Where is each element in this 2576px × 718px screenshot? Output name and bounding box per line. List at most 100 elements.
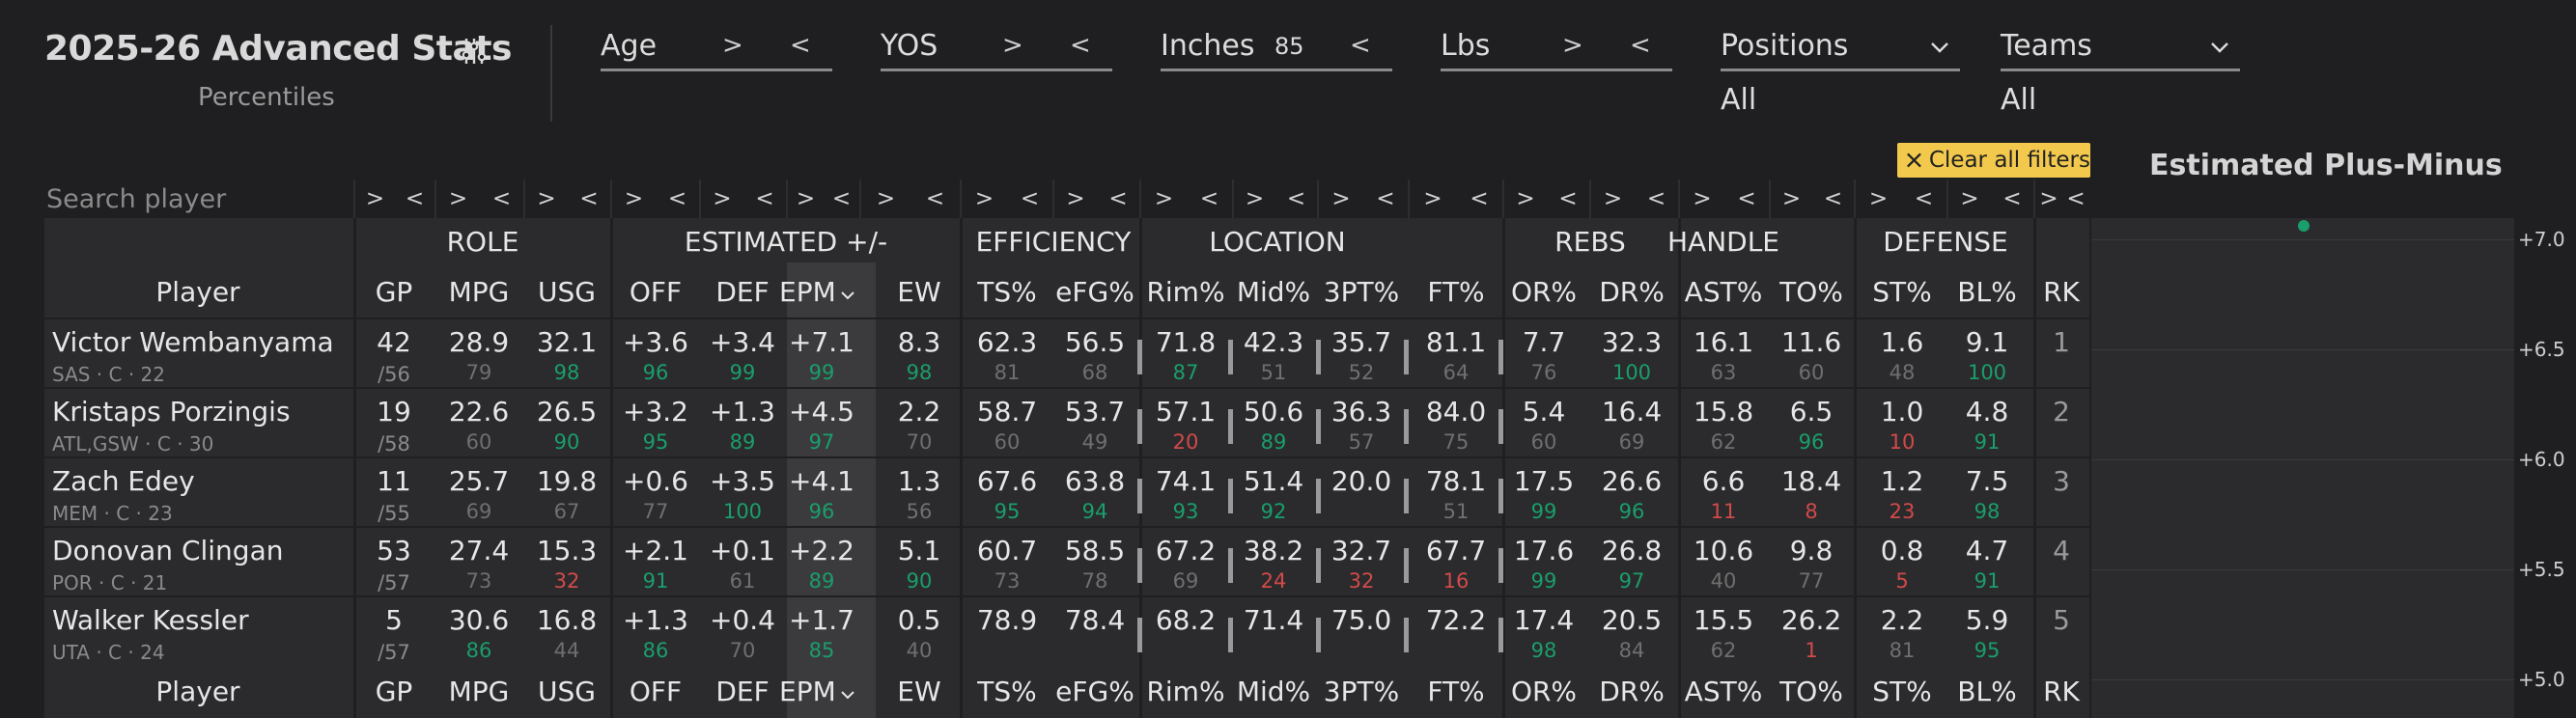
sort-greater-button[interactable]: > bbox=[713, 186, 732, 211]
column-header-to-pct[interactable]: TO% bbox=[1779, 276, 1843, 308]
sort-toggle-gp[interactable]: > < bbox=[353, 180, 434, 218]
filter-yos[interactable]: YOS > < bbox=[881, 27, 1112, 71]
sort-greater-button[interactable]: > bbox=[1245, 186, 1265, 211]
filter-greater-button[interactable]: > bbox=[1002, 31, 1023, 60]
column-header-ew[interactable]: EW bbox=[897, 276, 941, 308]
sort-greater-button[interactable]: > bbox=[1960, 186, 1979, 211]
player-name[interactable]: Donovan Clingan bbox=[52, 535, 284, 566]
sort-toggle-3pt-pct[interactable]: > < bbox=[1317, 180, 1408, 218]
column-header-dr-pct[interactable]: DR% bbox=[1599, 276, 1665, 308]
column-header-footer-bl-pct[interactable]: BL% bbox=[1957, 676, 2017, 707]
sort-greater-button[interactable]: > bbox=[1066, 186, 1085, 211]
sort-toggle-dr-pct[interactable]: > < bbox=[1589, 180, 1678, 218]
sort-toggle-to-pct[interactable]: > < bbox=[1769, 180, 1854, 218]
sort-greater-button[interactable]: > bbox=[974, 186, 994, 211]
teams-dropdown[interactable]: Teams bbox=[2001, 27, 2240, 71]
sort-toggle-epm[interactable]: > < bbox=[786, 180, 859, 218]
tune-icon[interactable] bbox=[462, 37, 487, 66]
sort-greater-button[interactable]: > bbox=[1693, 186, 1712, 211]
sort-toggle-rim-pct[interactable]: > < bbox=[1139, 180, 1232, 218]
column-header-footer-player[interactable]: Player bbox=[155, 676, 240, 707]
sort-less-button[interactable]: < bbox=[2002, 186, 2022, 211]
column-header-gp[interactable]: GP bbox=[375, 276, 413, 308]
filter-less-button[interactable]: < bbox=[790, 31, 811, 60]
sort-less-button[interactable]: < bbox=[1646, 186, 1666, 211]
player-name[interactable]: Kristaps Porzingis bbox=[52, 396, 291, 428]
filter-age[interactable]: Age > < bbox=[601, 27, 832, 71]
filter-less-button[interactable]: < bbox=[1350, 31, 1371, 60]
column-header-ts-pct[interactable]: TS% bbox=[977, 276, 1037, 308]
sort-greater-button[interactable]: > bbox=[1781, 186, 1802, 211]
column-header-footer-to-pct[interactable]: TO% bbox=[1779, 676, 1843, 707]
sort-toggle-def[interactable]: > < bbox=[699, 180, 786, 218]
sort-greater-button[interactable]: > bbox=[624, 186, 644, 211]
sort-less-button[interactable]: < bbox=[2066, 186, 2086, 211]
sort-greater-button[interactable]: > bbox=[1516, 186, 1535, 211]
sort-toggle-ast-pct[interactable]: > < bbox=[1678, 180, 1769, 218]
sort-toggle-mid-pct[interactable]: > < bbox=[1232, 180, 1317, 218]
sort-greater-button[interactable]: > bbox=[796, 186, 816, 211]
sort-less-button[interactable]: < bbox=[667, 186, 687, 211]
column-header-footer-ts-pct[interactable]: TS% bbox=[977, 676, 1037, 707]
column-header-or-pct[interactable]: OR% bbox=[1510, 276, 1578, 308]
filter-less-button[interactable]: < bbox=[1070, 31, 1091, 60]
column-header-footer-efg-pct[interactable]: eFG% bbox=[1055, 676, 1134, 707]
column-header-st-pct[interactable]: ST% bbox=[1872, 276, 1932, 308]
filter-inches[interactable]: Inches 85 < bbox=[1161, 27, 1392, 71]
sort-greater-button[interactable]: > bbox=[1331, 186, 1351, 211]
sort-less-button[interactable]: < bbox=[1470, 186, 1489, 211]
column-header-footer-ast-pct[interactable]: AST% bbox=[1684, 676, 1763, 707]
column-header-player[interactable]: Player bbox=[155, 276, 240, 308]
column-header-footer-3pt-pct[interactable]: 3PT% bbox=[1323, 676, 1400, 707]
sort-greater-button[interactable]: > bbox=[2039, 186, 2058, 211]
sort-toggle-or-pct[interactable]: > < bbox=[1502, 180, 1589, 218]
filter-greater-button[interactable]: > bbox=[1562, 31, 1583, 60]
column-header-footer-def[interactable]: DEF bbox=[715, 676, 770, 707]
sort-less-button[interactable]: < bbox=[1823, 186, 1843, 211]
sort-toggle-ts-pct[interactable]: > < bbox=[960, 180, 1052, 218]
sort-toggle-ft-pct[interactable]: > < bbox=[1408, 180, 1502, 218]
column-header-footer-mid-pct[interactable]: Mid% bbox=[1236, 676, 1311, 707]
filter-lbs[interactable]: Lbs > < bbox=[1441, 27, 1672, 71]
sort-toggle-usg[interactable]: > < bbox=[523, 180, 610, 218]
sort-less-button[interactable]: < bbox=[1376, 186, 1395, 211]
sort-greater-button[interactable]: > bbox=[1423, 186, 1442, 211]
sort-toggle-st-pct[interactable]: > < bbox=[1854, 180, 1946, 218]
sort-greater-button[interactable]: > bbox=[365, 186, 385, 211]
player-name[interactable]: Zach Edey bbox=[52, 465, 195, 497]
column-header-off[interactable]: OFF bbox=[629, 276, 683, 308]
sort-greater-button[interactable]: > bbox=[1868, 186, 1889, 211]
column-header-def[interactable]: DEF bbox=[715, 276, 770, 308]
column-header-footer-st-pct[interactable]: ST% bbox=[1872, 676, 1932, 707]
player-name[interactable]: Victor Wembanyama bbox=[52, 326, 334, 358]
column-header-footer-usg[interactable]: USG bbox=[538, 676, 596, 707]
player-name[interactable]: Walker Kessler bbox=[52, 604, 249, 636]
search-input[interactable] bbox=[44, 180, 350, 218]
filter-value[interactable]: 85 bbox=[1274, 33, 1304, 60]
sort-less-button[interactable]: < bbox=[831, 186, 852, 211]
column-header-footer-mpg[interactable]: MPG bbox=[448, 676, 510, 707]
sort-less-button[interactable]: < bbox=[1020, 186, 1040, 211]
sort-less-button[interactable]: < bbox=[579, 186, 599, 211]
sort-toggle-efg-pct[interactable]: > < bbox=[1052, 180, 1139, 218]
column-header-mpg[interactable]: MPG bbox=[448, 276, 510, 308]
filter-less-button[interactable]: < bbox=[1630, 31, 1651, 60]
sort-less-button[interactable]: < bbox=[755, 186, 774, 211]
column-header-mid-pct[interactable]: Mid% bbox=[1236, 276, 1311, 308]
column-header-footer-rk[interactable]: RK bbox=[2043, 676, 2080, 707]
filter-greater-button[interactable]: > bbox=[722, 31, 743, 60]
column-header-usg[interactable]: USG bbox=[538, 276, 596, 308]
sort-toggle-mpg[interactable]: > < bbox=[434, 180, 523, 218]
sort-greater-button[interactable]: > bbox=[876, 186, 896, 211]
sort-toggle-ew[interactable]: > < bbox=[859, 180, 960, 218]
sort-toggle-off[interactable]: > < bbox=[610, 180, 699, 218]
sort-greater-button[interactable]: > bbox=[1603, 186, 1623, 211]
column-header-footer-gp[interactable]: GP bbox=[375, 676, 413, 707]
sort-greater-button[interactable]: > bbox=[1154, 186, 1174, 211]
sort-less-button[interactable]: < bbox=[405, 186, 425, 211]
chart-point[interactable] bbox=[2298, 220, 2310, 232]
column-header-bl-pct[interactable]: BL% bbox=[1957, 276, 2017, 308]
sort-greater-button[interactable]: > bbox=[537, 186, 556, 211]
column-header-ft-pct[interactable]: FT% bbox=[1427, 276, 1485, 308]
sort-less-button[interactable]: < bbox=[1737, 186, 1756, 211]
